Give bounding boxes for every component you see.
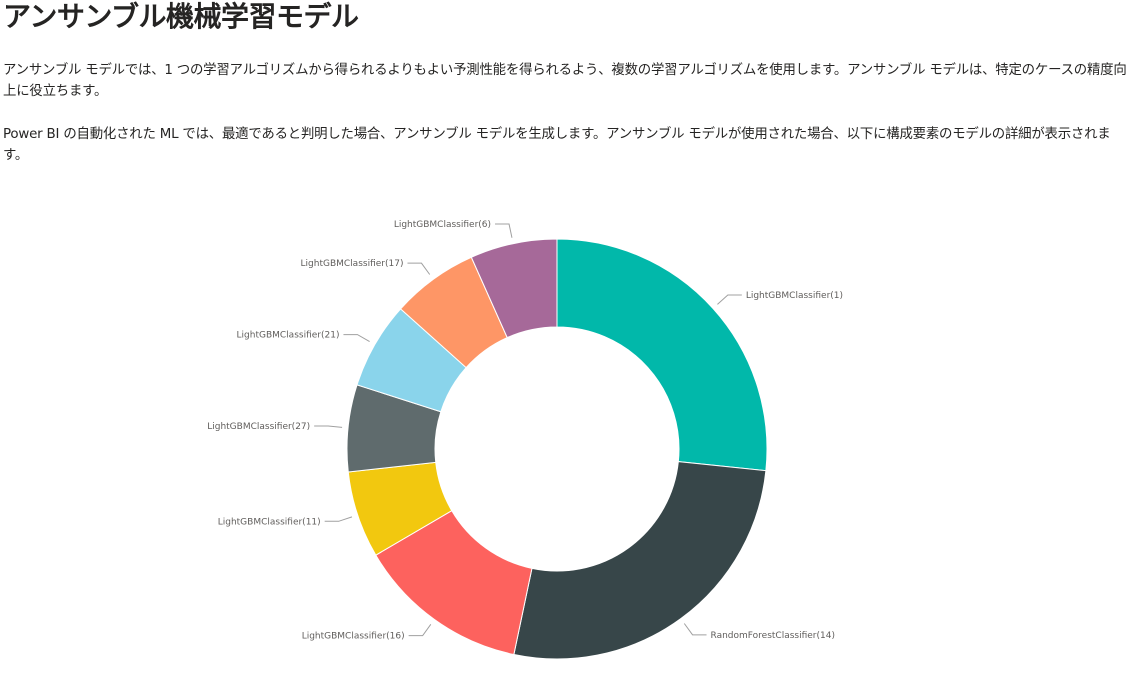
- leader-line-lightgbmclassifier-27: [314, 425, 343, 428]
- leader-line-lightgbmclassifier-1: [717, 294, 742, 305]
- slice-label-lightgbmclassifier-21: LightGBMClassifier(21): [237, 331, 340, 341]
- leader-line-randomforestclassifier-14: [683, 623, 707, 636]
- donut-chart-svg: LightGBMClassifier(1) RandomForestClassif…: [207, 220, 843, 660]
- leader-line-lightgbmclassifier-16: [408, 624, 432, 637]
- slice-label-lightgbmclassifier-17: LightGBMClassifier(17): [301, 259, 404, 269]
- intro-paragraph: アンサンブル モデルでは、1 つの学習アルゴリズムから得られるよりもよい予測性能…: [3, 63, 1127, 99]
- slice-lightgbmclassifier-1[interactable]: [556, 238, 768, 472]
- donut-chart: LightGBMClassifier(1) RandomForestClassif…: [0, 195, 1137, 683]
- leader-line-lightgbmclassifier-21: [343, 334, 370, 343]
- leader-line-lightgbmclassifier-11: [324, 516, 353, 522]
- slice-label-lightgbmclassifier-6: LightGBMClassifier(6): [394, 220, 491, 230]
- slice-randomforestclassifier-14[interactable]: [513, 461, 767, 660]
- slice-label-lightgbmclassifier-11: LightGBMClassifier(11): [218, 517, 321, 527]
- slice-label-lightgbmclassifier-16: LightGBMClassifier(16): [302, 632, 405, 642]
- leader-line-lightgbmclassifier-6: [495, 223, 513, 238]
- slice-label-lightgbmclassifier-1: LightGBMClassifier(1): [746, 291, 843, 301]
- slice-label-randomforestclassifier-14: RandomForestClassifier(14): [711, 631, 835, 641]
- page-title: アンサンブル機械学習モデル: [3, 0, 359, 33]
- slice-lightgbmclassifier-6[interactable]: [470, 238, 558, 339]
- leader-line-lightgbmclassifier-17: [407, 262, 431, 275]
- slice-label-lightgbmclassifier-27: LightGBMClassifier(27): [207, 422, 310, 432]
- powerbi-paragraph: Power BI の自動化された ML では、最適であると判明した場合、アンサン…: [3, 127, 1111, 163]
